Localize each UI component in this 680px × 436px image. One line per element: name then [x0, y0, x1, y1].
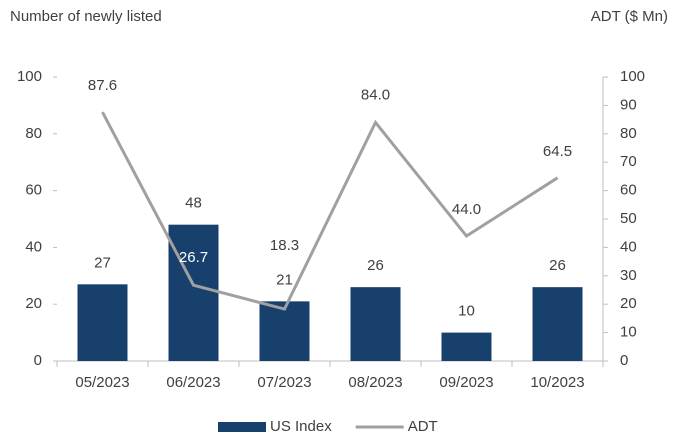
bar — [168, 224, 219, 361]
line-value-label: 18.3 — [270, 237, 299, 254]
bar — [77, 284, 128, 361]
line-value-label: 26.7 — [179, 249, 208, 266]
y-axis-title: Number of newly listed — [10, 8, 162, 25]
y2-tick-label: 50 — [620, 210, 637, 227]
legend-label: ADT — [408, 418, 438, 435]
y2-tick-label: 30 — [620, 267, 637, 284]
y2-tick-label: 70 — [620, 153, 637, 170]
bar-value-label: 48 — [185, 195, 202, 212]
y2-tick-label: 80 — [620, 125, 637, 142]
bar-value-label: 21 — [276, 271, 293, 288]
bar — [259, 301, 310, 361]
bar-value-label: 10 — [458, 303, 475, 320]
y-tick-label: 80 — [25, 125, 42, 142]
y-tick-label: 0 — [34, 352, 42, 369]
x-tick-label: 10/2023 — [530, 374, 584, 391]
x-tick-label: 07/2023 — [257, 374, 311, 391]
legend-swatch — [218, 422, 266, 432]
bar — [532, 287, 583, 361]
line-value-label: 84.0 — [361, 86, 390, 103]
line — [101, 111, 559, 311]
y-tick-label: 40 — [25, 238, 42, 255]
y2-axis-title: ADT ($ Mn) — [591, 8, 668, 25]
bar — [441, 332, 492, 361]
bar-value-label: 26 — [367, 257, 384, 274]
y-tick-label: 60 — [25, 182, 42, 199]
y2-tick-label: 60 — [620, 182, 637, 199]
line-value-label: 44.0 — [452, 201, 481, 218]
y2-tick-label: 10 — [620, 324, 637, 341]
y2-tick-label: 20 — [620, 295, 637, 312]
y-tick-label: 20 — [25, 295, 42, 312]
x-tick-label: 05/2023 — [75, 374, 129, 391]
x-tick-label: 06/2023 — [166, 374, 220, 391]
y-tick-label: 100 — [17, 68, 42, 85]
line-value-label: 87.6 — [88, 77, 117, 94]
y2-tick-label: 90 — [620, 96, 637, 113]
line-value-label: 64.5 — [543, 143, 572, 160]
x-tick-label: 08/2023 — [348, 374, 402, 391]
y2-tick-label: 40 — [620, 238, 637, 255]
bar-value-label: 26 — [549, 257, 566, 274]
legend-label: US Index — [270, 418, 332, 435]
y2-tick-label: 0 — [620, 352, 628, 369]
y2-tick-label: 100 — [620, 68, 645, 85]
bar-value-label: 27 — [94, 254, 111, 271]
x-tick-label: 09/2023 — [439, 374, 493, 391]
bar — [350, 287, 401, 361]
